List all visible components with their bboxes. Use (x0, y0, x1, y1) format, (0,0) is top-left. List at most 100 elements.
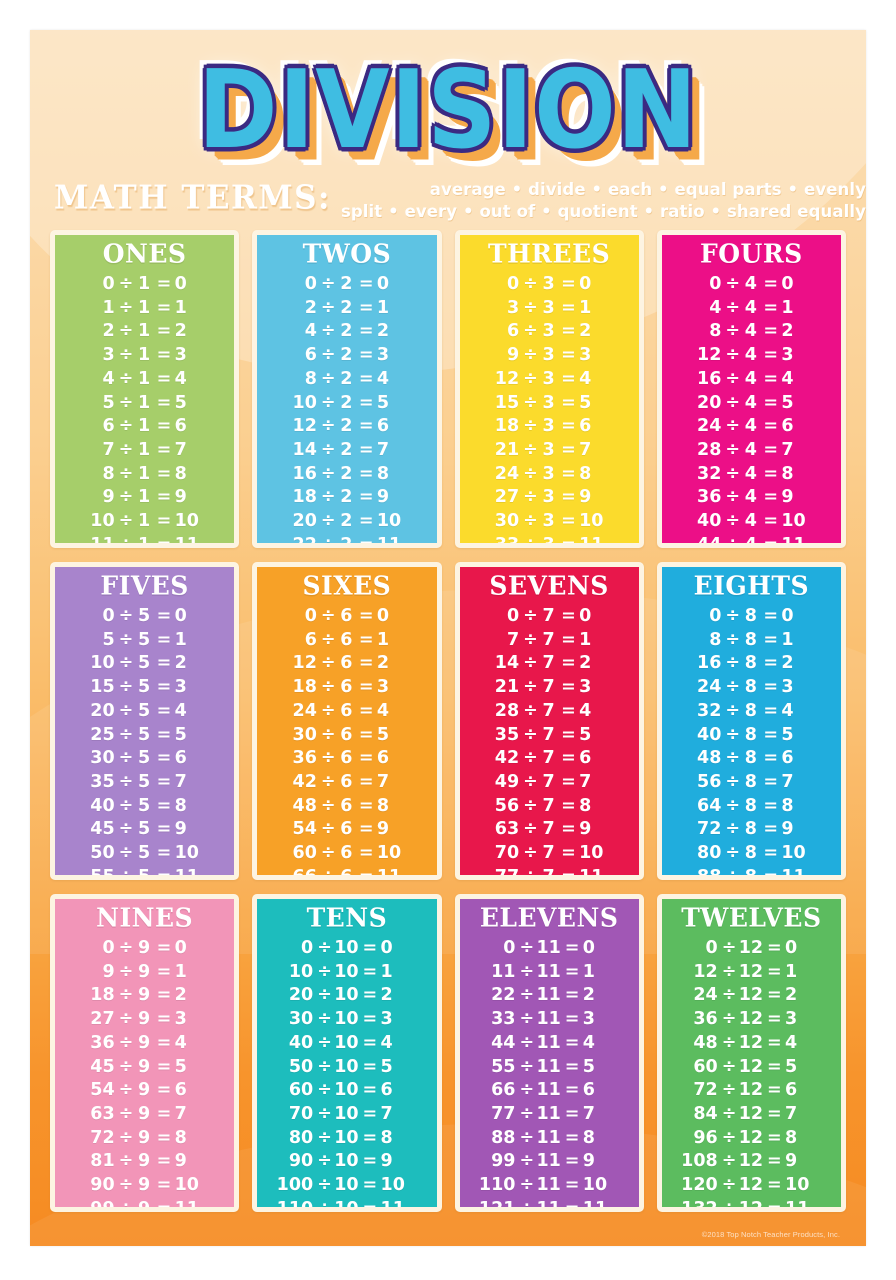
fact-row: 24 ÷ 8 = 3 (664, 676, 839, 700)
fact-quotient: 4 (579, 368, 592, 389)
fact-row: 99 ÷ 9 = 11 (57, 1198, 232, 1207)
equals-operator-icon: = (156, 463, 172, 484)
fact-row: 80 ÷ 10 = 8 (259, 1127, 434, 1151)
divide-operator-icon: ÷ (317, 961, 332, 982)
divide-operator-icon: ÷ (320, 321, 336, 342)
fact-divisor: 3 (542, 416, 555, 437)
fact-quotient: 4 (781, 700, 794, 721)
divide-operator-icon: ÷ (523, 511, 538, 532)
fact-row: 54 ÷ 9 = 6 (57, 1079, 232, 1103)
fact-dividend: 28 (697, 439, 722, 460)
fact-dividend: 2 (102, 321, 115, 342)
fact-dividend: 0 (705, 938, 718, 958)
fact-row: 28 ÷ 7 = 4 (462, 700, 637, 724)
table-card-sevens: SEVENS 0 ÷ 7 = 0 7 ÷ 7 = 1 14 ÷ 7 = 2 21 ÷ 7 = 3 28 ÷ 7 = 4 35 ÷ 7 = 5… (454, 562, 644, 880)
equals-operator-icon: = (763, 843, 779, 864)
fact-row: 77 ÷ 11 = 7 (462, 1103, 637, 1127)
fact-row: 18 ÷ 6 = 3 (259, 676, 434, 700)
fact-row: 40 ÷ 4 = 10 (664, 510, 839, 534)
fact-dividend: 20 (90, 700, 115, 721)
equals-operator-icon: = (767, 1151, 782, 1172)
fact-dividend: 120 (681, 1175, 718, 1196)
fact-divisor: 3 (542, 345, 555, 366)
equals-operator-icon: = (564, 1103, 580, 1124)
equals-operator-icon: = (561, 511, 576, 532)
fact-quotient: 10 (582, 1175, 608, 1196)
fact-divisor: 5 (138, 700, 151, 721)
fact-row: 2 ÷ 2 = 1 (259, 297, 434, 321)
equals-operator-icon: = (358, 653, 374, 674)
equals-operator-icon: = (561, 724, 576, 745)
fact-divisor: 6 (340, 843, 353, 864)
fact-quotient: 11 (376, 534, 402, 548)
fact-dividend: 8 (304, 368, 317, 389)
fact-quotient: 1 (785, 961, 798, 982)
fact-divisor: 8 (744, 606, 757, 626)
fact-row: 22 ÷ 2 = 11 (259, 534, 434, 548)
equals-operator-icon: = (156, 843, 172, 864)
fact-list: 0 ÷ 11 = 0 11 ÷ 11 = 1 22 ÷ 11 = 2 33 ÷ 11 = 3 44 ÷ 11 = 4 55 ÷ 11 =… (462, 937, 637, 1212)
equals-operator-icon: = (561, 843, 576, 864)
fact-quotient: 6 (174, 748, 187, 769)
equals-operator-icon: = (362, 1198, 378, 1212)
fact-quotient: 6 (781, 748, 794, 769)
fact-divisor: 4 (744, 392, 757, 413)
equals-operator-icon: = (564, 1080, 580, 1101)
fact-row: 60 ÷ 10 = 6 (259, 1079, 434, 1103)
fact-quotient: 7 (174, 1103, 187, 1124)
equals-operator-icon: = (358, 606, 374, 626)
fact-divisor: 12 (738, 985, 764, 1006)
table-title: ONES (102, 238, 187, 269)
fact-dividend: 88 (491, 1127, 516, 1148)
equals-operator-icon: = (362, 938, 378, 958)
fact-divisor: 3 (542, 463, 555, 484)
fact-dividend: 10 (292, 392, 317, 413)
divide-operator-icon: ÷ (320, 724, 336, 745)
fact-dividend: 8 (709, 321, 722, 342)
fact-row: 63 ÷ 9 = 7 (57, 1103, 232, 1127)
fact-dividend: 56 (697, 771, 722, 792)
fact-quotient: 11 (781, 534, 806, 548)
fact-row: 11 ÷ 11 = 1 (462, 961, 637, 985)
equals-operator-icon: = (156, 819, 172, 840)
fact-dividend: 60 (288, 1080, 314, 1101)
fact-row: 56 ÷ 7 = 8 (462, 795, 637, 819)
fact-row: 33 ÷ 3 = 11 (462, 534, 637, 543)
fact-row: 1 ÷ 1 = 1 (57, 297, 232, 321)
equals-operator-icon: = (156, 985, 172, 1006)
fact-divisor: 1 (138, 534, 151, 548)
divide-operator-icon: ÷ (317, 1198, 332, 1212)
fact-row: 81 ÷ 9 = 9 (57, 1150, 232, 1174)
equals-operator-icon: = (763, 511, 779, 532)
divide-operator-icon: ÷ (725, 606, 741, 626)
fact-divisor: 6 (340, 795, 353, 816)
fact-row: 30 ÷ 10 = 3 (259, 1008, 434, 1032)
fact-quotient: 9 (785, 1151, 798, 1172)
fact-row: 6 ÷ 1 = 6 (57, 415, 232, 439)
fact-quotient: 7 (785, 1103, 798, 1124)
equals-operator-icon: = (767, 1009, 782, 1030)
table-title: THREES (488, 238, 611, 269)
fact-dividend: 40 (697, 724, 722, 745)
equals-operator-icon: = (561, 795, 576, 816)
equals-operator-icon: = (358, 487, 374, 508)
fact-divisor: 4 (744, 487, 757, 508)
equals-operator-icon: = (767, 1056, 782, 1077)
fact-dividend: 56 (494, 795, 520, 816)
fact-divisor: 8 (744, 819, 757, 840)
equals-operator-icon: = (763, 819, 779, 840)
equals-operator-icon: = (564, 1032, 580, 1053)
fact-row: 24 ÷ 4 = 6 (664, 415, 839, 439)
fact-divisor: 12 (738, 1198, 764, 1212)
divide-operator-icon: ÷ (118, 629, 134, 650)
fact-dividend: 7 (102, 439, 115, 460)
divide-operator-icon: ÷ (523, 463, 538, 484)
fact-row: 21 ÷ 3 = 7 (462, 439, 637, 463)
fact-quotient: 4 (376, 700, 390, 721)
math-terms-label: MATH TERMS: (54, 179, 331, 217)
equals-operator-icon: = (763, 629, 779, 650)
fact-row: 42 ÷ 6 = 7 (259, 771, 434, 795)
equals-operator-icon: = (561, 368, 576, 389)
divide-operator-icon: ÷ (317, 1080, 332, 1101)
fact-divisor: 11 (536, 1198, 561, 1212)
